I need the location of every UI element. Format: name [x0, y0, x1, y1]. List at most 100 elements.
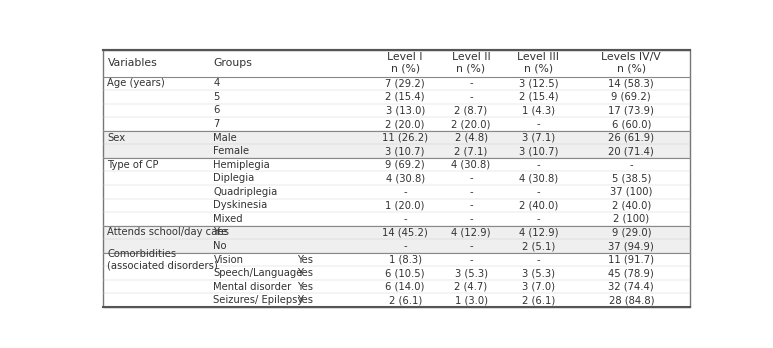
Text: 9 (69.2): 9 (69.2)	[385, 160, 425, 170]
Text: 3 (13.0): 3 (13.0)	[386, 105, 425, 116]
Text: 3 (7.1): 3 (7.1)	[522, 133, 555, 143]
Text: 2 (40.0): 2 (40.0)	[611, 200, 651, 211]
Text: -: -	[629, 160, 633, 170]
Text: -: -	[536, 119, 540, 129]
Text: 1 (4.3): 1 (4.3)	[522, 105, 555, 116]
Text: 9 (29.0): 9 (29.0)	[611, 228, 651, 237]
Bar	[103, 50, 690, 77]
Text: Mental disorder: Mental disorder	[213, 282, 291, 292]
Bar	[103, 90, 690, 104]
Text: -: -	[469, 200, 473, 211]
Bar	[103, 144, 690, 158]
Text: 2 (7.1): 2 (7.1)	[455, 146, 488, 156]
Text: 2 (40.0): 2 (40.0)	[519, 200, 558, 211]
Text: Variables: Variables	[107, 58, 157, 68]
Text: 2 (20.0): 2 (20.0)	[386, 119, 425, 129]
Text: Diplegia: Diplegia	[213, 173, 254, 183]
Text: 5 (38.5): 5 (38.5)	[611, 173, 651, 183]
Text: 37 (100): 37 (100)	[610, 187, 652, 197]
Text: 1 (8.3): 1 (8.3)	[389, 255, 421, 264]
Text: 3 (10.7): 3 (10.7)	[519, 146, 558, 156]
Text: 7: 7	[213, 119, 220, 129]
Text: 14 (45.2): 14 (45.2)	[383, 228, 428, 237]
Text: Levels IV/V
n (%): Levels IV/V n (%)	[601, 53, 661, 74]
Text: Type of CP: Type of CP	[107, 160, 159, 170]
Bar	[103, 212, 690, 226]
Text: Yes: Yes	[213, 228, 230, 237]
Text: -: -	[469, 241, 473, 251]
Text: 1 (20.0): 1 (20.0)	[386, 200, 425, 211]
Text: 37 (94.9): 37 (94.9)	[608, 241, 654, 251]
Text: Level III
n (%): Level III n (%)	[517, 53, 560, 74]
Text: 6 (14.0): 6 (14.0)	[386, 282, 425, 292]
Text: 3 (12.5): 3 (12.5)	[519, 78, 558, 88]
Text: 2 (8.7): 2 (8.7)	[455, 105, 488, 116]
Text: -: -	[404, 241, 407, 251]
Text: 4 (12.9): 4 (12.9)	[519, 228, 558, 237]
Text: 11 (91.7): 11 (91.7)	[608, 255, 654, 264]
Text: Mixed: Mixed	[213, 214, 243, 224]
Text: Level II
n (%): Level II n (%)	[451, 53, 490, 74]
Text: Groups: Groups	[213, 58, 252, 68]
Text: Hemiplegia: Hemiplegia	[213, 160, 271, 170]
Text: 11 (26.2): 11 (26.2)	[382, 133, 428, 143]
Text: -: -	[469, 92, 473, 102]
Bar	[103, 266, 690, 280]
Text: -: -	[469, 187, 473, 197]
Text: 2 (4.7): 2 (4.7)	[455, 282, 488, 292]
Text: Attends school/day care: Attends school/day care	[107, 228, 228, 237]
Text: -: -	[404, 214, 407, 224]
Text: -: -	[536, 160, 540, 170]
Text: 4: 4	[213, 78, 220, 88]
Text: 14 (58.3): 14 (58.3)	[608, 78, 654, 88]
Text: Quadriplegia: Quadriplegia	[213, 187, 278, 197]
Bar	[103, 172, 690, 185]
Text: -: -	[469, 173, 473, 183]
Text: 5: 5	[213, 92, 220, 102]
Text: -: -	[404, 187, 407, 197]
Text: Comorbidities
(associated disorders): Comorbidities (associated disorders)	[107, 249, 218, 270]
Bar	[103, 158, 690, 172]
Text: Level I
n (%): Level I n (%)	[387, 53, 423, 74]
Text: 2 (6.1): 2 (6.1)	[522, 295, 555, 305]
Bar	[103, 77, 690, 90]
Text: 9 (69.2): 9 (69.2)	[611, 92, 651, 102]
Text: Yes: Yes	[298, 295, 313, 305]
Text: -: -	[536, 214, 540, 224]
Text: 2 (15.4): 2 (15.4)	[386, 92, 425, 102]
Text: -: -	[469, 214, 473, 224]
Text: 3 (10.7): 3 (10.7)	[386, 146, 425, 156]
Text: 3 (5.3): 3 (5.3)	[455, 268, 488, 278]
Bar	[103, 226, 690, 239]
Text: Vision: Vision	[213, 255, 243, 264]
Text: 6: 6	[213, 105, 220, 116]
Text: 4 (12.9): 4 (12.9)	[451, 228, 491, 237]
Text: 2 (5.1): 2 (5.1)	[522, 241, 555, 251]
Text: 20 (71.4): 20 (71.4)	[608, 146, 654, 156]
Text: 4 (30.8): 4 (30.8)	[386, 173, 424, 183]
Text: 3 (7.0): 3 (7.0)	[522, 282, 555, 292]
Text: 7 (29.2): 7 (29.2)	[385, 78, 425, 88]
Text: 6 (60.0): 6 (60.0)	[611, 119, 651, 129]
Bar	[103, 293, 690, 307]
Text: 4 (30.8): 4 (30.8)	[451, 160, 491, 170]
Bar	[103, 131, 690, 144]
Text: 2 (100): 2 (100)	[613, 214, 649, 224]
Bar	[103, 239, 690, 253]
Bar	[103, 117, 690, 131]
Text: 26 (61.9): 26 (61.9)	[608, 133, 654, 143]
Text: Female: Female	[213, 146, 250, 156]
Text: Yes: Yes	[298, 255, 313, 264]
Text: -: -	[469, 255, 473, 264]
Text: 2 (20.0): 2 (20.0)	[451, 119, 491, 129]
Text: 4 (30.8): 4 (30.8)	[519, 173, 558, 183]
Text: Male: Male	[213, 133, 237, 143]
Text: 28 (84.8): 28 (84.8)	[608, 295, 654, 305]
Bar	[103, 104, 690, 117]
Text: 6 (10.5): 6 (10.5)	[386, 268, 425, 278]
Bar	[103, 185, 690, 199]
Text: -: -	[469, 78, 473, 88]
Text: 3 (5.3): 3 (5.3)	[522, 268, 555, 278]
Text: Seizures/ Epilepsy: Seizures/ Epilepsy	[213, 295, 304, 305]
Text: -: -	[536, 187, 540, 197]
